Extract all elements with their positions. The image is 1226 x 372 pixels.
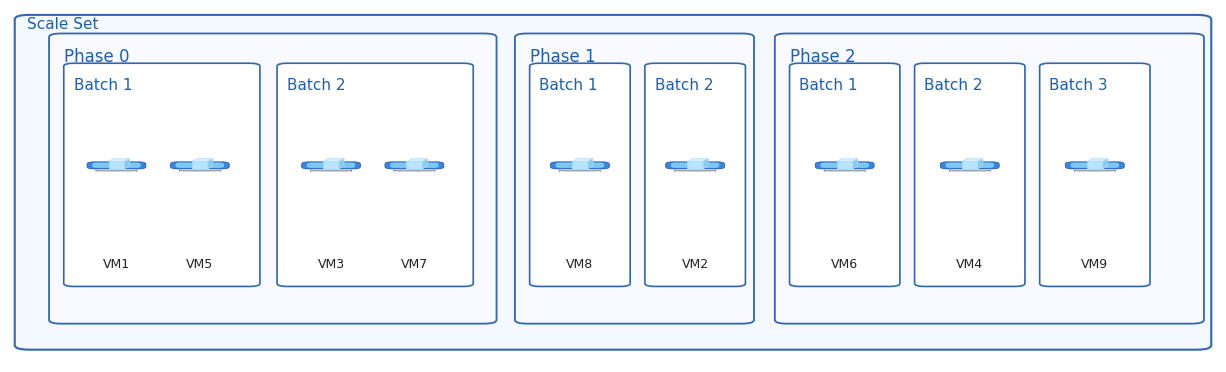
FancyBboxPatch shape	[962, 161, 977, 169]
Text: Batch 1: Batch 1	[539, 78, 598, 93]
Polygon shape	[837, 159, 858, 161]
Text: Phase 2: Phase 2	[790, 48, 856, 66]
Polygon shape	[1087, 159, 1108, 161]
FancyBboxPatch shape	[277, 63, 473, 286]
Polygon shape	[192, 159, 213, 161]
FancyBboxPatch shape	[15, 15, 1211, 350]
Polygon shape	[688, 159, 709, 161]
Text: Batch 3: Batch 3	[1049, 78, 1108, 93]
FancyBboxPatch shape	[530, 63, 630, 286]
FancyBboxPatch shape	[170, 162, 229, 169]
FancyBboxPatch shape	[824, 170, 866, 172]
FancyBboxPatch shape	[645, 63, 745, 286]
Polygon shape	[407, 159, 428, 161]
Polygon shape	[587, 159, 593, 169]
Polygon shape	[194, 169, 206, 170]
FancyBboxPatch shape	[109, 161, 124, 169]
Polygon shape	[422, 159, 428, 169]
FancyBboxPatch shape	[949, 170, 991, 172]
FancyBboxPatch shape	[390, 163, 439, 168]
Text: Phase 0: Phase 0	[64, 48, 129, 66]
FancyBboxPatch shape	[837, 161, 852, 169]
Polygon shape	[689, 169, 701, 170]
Polygon shape	[325, 169, 337, 170]
Polygon shape	[1089, 169, 1101, 170]
FancyBboxPatch shape	[671, 163, 720, 168]
FancyBboxPatch shape	[559, 170, 601, 172]
FancyBboxPatch shape	[815, 162, 874, 169]
FancyBboxPatch shape	[940, 162, 999, 169]
Polygon shape	[110, 169, 123, 170]
FancyBboxPatch shape	[87, 162, 146, 169]
FancyBboxPatch shape	[915, 63, 1025, 286]
FancyBboxPatch shape	[175, 163, 224, 168]
Text: Batch 2: Batch 2	[924, 78, 983, 93]
Text: Batch 2: Batch 2	[287, 78, 346, 93]
Polygon shape	[408, 169, 421, 170]
Polygon shape	[124, 159, 130, 169]
FancyBboxPatch shape	[515, 33, 754, 324]
FancyBboxPatch shape	[775, 33, 1204, 324]
Text: VM1: VM1	[103, 258, 130, 270]
Polygon shape	[207, 159, 213, 169]
FancyBboxPatch shape	[1070, 163, 1119, 168]
FancyBboxPatch shape	[790, 63, 900, 286]
Polygon shape	[573, 159, 593, 161]
FancyBboxPatch shape	[96, 170, 137, 172]
FancyBboxPatch shape	[573, 161, 587, 169]
Text: VM3: VM3	[318, 258, 345, 270]
FancyBboxPatch shape	[1074, 170, 1116, 172]
FancyBboxPatch shape	[820, 163, 869, 168]
FancyBboxPatch shape	[92, 163, 141, 168]
Text: VM9: VM9	[1081, 258, 1108, 270]
FancyBboxPatch shape	[179, 170, 221, 172]
Text: Batch 2: Batch 2	[655, 78, 714, 93]
FancyBboxPatch shape	[1065, 162, 1124, 169]
FancyBboxPatch shape	[302, 162, 360, 169]
Text: Batch 1: Batch 1	[799, 78, 858, 93]
FancyBboxPatch shape	[324, 161, 338, 169]
Polygon shape	[109, 159, 130, 161]
FancyBboxPatch shape	[666, 162, 725, 169]
FancyBboxPatch shape	[306, 163, 356, 168]
Text: Phase 1: Phase 1	[530, 48, 596, 66]
Text: Scale Set: Scale Set	[27, 17, 98, 32]
FancyBboxPatch shape	[1040, 63, 1150, 286]
FancyBboxPatch shape	[555, 163, 604, 168]
Text: VM7: VM7	[401, 258, 428, 270]
FancyBboxPatch shape	[674, 170, 716, 172]
FancyBboxPatch shape	[945, 163, 994, 168]
Text: VM5: VM5	[186, 258, 213, 270]
Text: VM4: VM4	[956, 258, 983, 270]
Polygon shape	[964, 169, 976, 170]
Polygon shape	[852, 159, 858, 169]
FancyBboxPatch shape	[192, 161, 207, 169]
Polygon shape	[338, 159, 345, 169]
FancyBboxPatch shape	[64, 63, 260, 286]
Text: Batch 1: Batch 1	[74, 78, 132, 93]
Polygon shape	[1102, 159, 1108, 169]
Polygon shape	[574, 169, 586, 170]
FancyBboxPatch shape	[407, 161, 422, 169]
FancyBboxPatch shape	[49, 33, 497, 324]
Polygon shape	[702, 159, 709, 169]
FancyBboxPatch shape	[688, 161, 702, 169]
FancyBboxPatch shape	[550, 162, 609, 169]
Polygon shape	[839, 169, 851, 170]
Polygon shape	[324, 159, 345, 161]
Polygon shape	[977, 159, 983, 169]
FancyBboxPatch shape	[394, 170, 435, 172]
Polygon shape	[962, 159, 983, 161]
FancyBboxPatch shape	[385, 162, 444, 169]
Text: VM6: VM6	[831, 258, 858, 270]
FancyBboxPatch shape	[310, 170, 352, 172]
Text: VM8: VM8	[566, 258, 593, 270]
Text: VM2: VM2	[682, 258, 709, 270]
FancyBboxPatch shape	[1087, 161, 1102, 169]
